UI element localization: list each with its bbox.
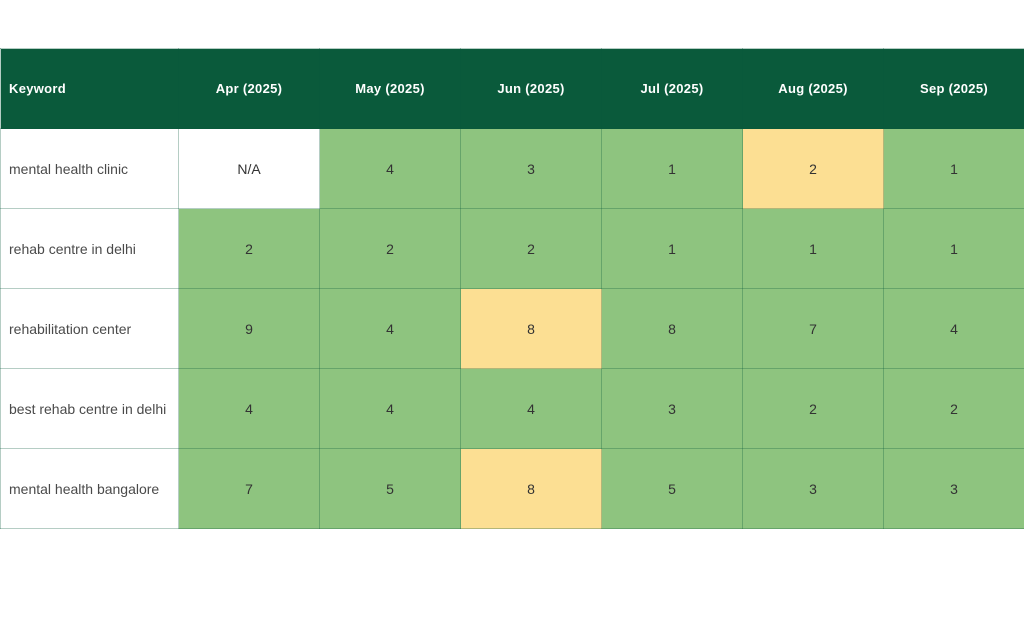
column-header-apr: Apr (2025)	[179, 49, 320, 129]
column-header-jul: Jul (2025)	[602, 49, 743, 129]
column-header-aug: Aug (2025)	[743, 49, 884, 129]
rank-cell: 3	[884, 449, 1024, 529]
rank-cell: 9	[179, 289, 320, 369]
rank-cell: 1	[602, 129, 743, 209]
rank-cell: N/A	[179, 129, 320, 209]
keyword-cell: mental health clinic	[1, 129, 179, 209]
keyword-cell: best rehab centre in delhi	[1, 369, 179, 449]
keyword-ranking-table-container: Keyword Apr (2025) May (2025) Jun (2025)…	[0, 48, 1024, 529]
rank-cell: 4	[320, 369, 461, 449]
rank-cell: 3	[461, 129, 602, 209]
keyword-cell: rehab centre in delhi	[1, 209, 179, 289]
header-row: Keyword Apr (2025) May (2025) Jun (2025)…	[1, 49, 1024, 129]
rank-cell: 7	[179, 449, 320, 529]
rank-cell: 4	[179, 369, 320, 449]
rank-cell: 4	[320, 129, 461, 209]
rank-cell: 2	[743, 369, 884, 449]
table-row: best rehab centre in delhi 4 4 4 3 2 2	[1, 369, 1024, 449]
rank-cell: 4	[461, 369, 602, 449]
rank-cell: 2	[743, 129, 884, 209]
table-row: mental health clinic N/A 4 3 1 2 1	[1, 129, 1024, 209]
column-header-may: May (2025)	[320, 49, 461, 129]
rank-cell: 3	[743, 449, 884, 529]
table-row: rehab centre in delhi 2 2 2 1 1 1	[1, 209, 1024, 289]
rank-cell: 8	[602, 289, 743, 369]
rank-cell: 8	[461, 449, 602, 529]
rank-cell: 3	[602, 369, 743, 449]
rank-cell: 5	[320, 449, 461, 529]
table-row: mental health bangalore 7 5 8 5 3 3	[1, 449, 1024, 529]
rank-cell: 1	[884, 209, 1024, 289]
keyword-cell: mental health bangalore	[1, 449, 179, 529]
rank-cell: 2	[461, 209, 602, 289]
rank-cell: 1	[884, 129, 1024, 209]
rank-cell: 2	[179, 209, 320, 289]
keyword-ranking-table: Keyword Apr (2025) May (2025) Jun (2025)…	[0, 48, 1024, 529]
rank-cell: 2	[884, 369, 1024, 449]
rank-cell: 2	[320, 209, 461, 289]
rank-cell: 1	[743, 209, 884, 289]
column-header-keyword: Keyword	[1, 49, 179, 129]
rank-cell: 1	[602, 209, 743, 289]
table-row: rehabilitation center 9 4 8 8 7 4	[1, 289, 1024, 369]
rank-cell: 4	[884, 289, 1024, 369]
rank-cell: 5	[602, 449, 743, 529]
rank-cell: 7	[743, 289, 884, 369]
rank-cell: 8	[461, 289, 602, 369]
keyword-cell: rehabilitation center	[1, 289, 179, 369]
rank-cell: 4	[320, 289, 461, 369]
column-header-jun: Jun (2025)	[461, 49, 602, 129]
column-header-sep: Sep (2025)	[884, 49, 1024, 129]
